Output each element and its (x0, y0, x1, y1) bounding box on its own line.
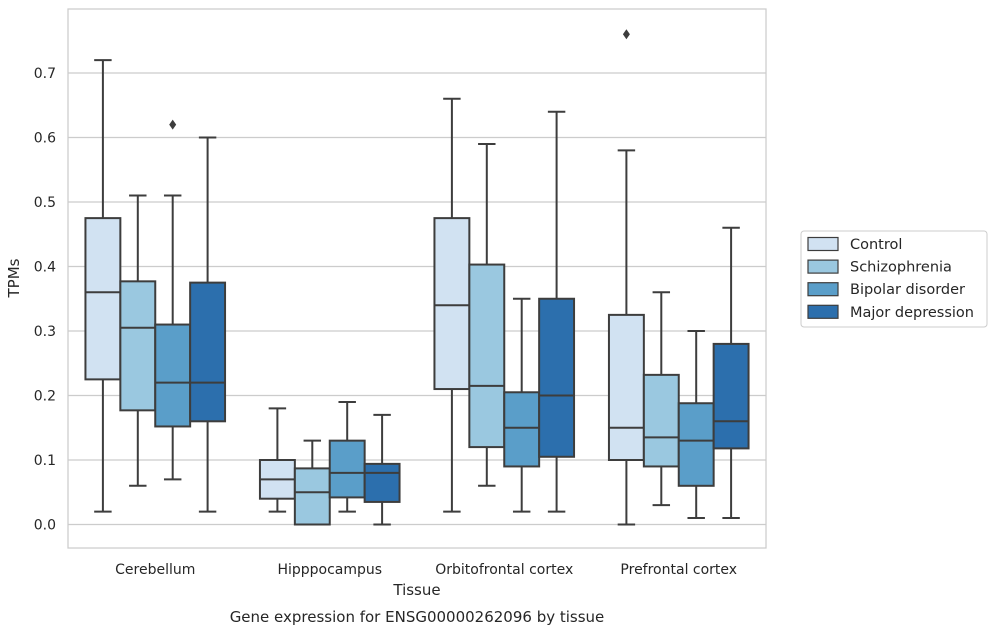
x-axis-title: Tissue (392, 581, 440, 599)
y-axis-title: TPMs (5, 258, 23, 298)
y-tick-label: 0.1 (34, 453, 56, 469)
box-body (293, 467, 331, 526)
box-hipppocampus-schizophrenia (293, 439, 331, 526)
legend-swatch (807, 304, 839, 319)
box-groups (84, 29, 750, 526)
box-cerebellum-bipolar-disorder (154, 119, 192, 481)
chart-caption: Gene expression for ENSG00000262096 by t… (230, 608, 605, 626)
y-tick-label: 0.2 (34, 389, 56, 405)
box-cerebellum-schizophrenia (119, 194, 157, 487)
box-body (712, 342, 750, 450)
x-tick-label: Cerebellum (115, 562, 195, 578)
box-body (119, 280, 157, 412)
box-body (607, 313, 645, 461)
box-hipppocampus-major-depression (363, 413, 401, 526)
legend-swatch (807, 259, 839, 274)
legend-label: Schizophrenia (850, 260, 952, 276)
legend-swatch (807, 282, 839, 297)
y-axis-ticks: 0.0 0.1 0.2 0.3 0.4 0.5 0.6 0.7 (34, 66, 56, 534)
legend: Control Schizophrenia Bipolar disorder Majo… (800, 230, 988, 328)
box-body (84, 217, 122, 381)
legend-frame (800, 230, 988, 328)
box-body (503, 391, 541, 468)
box-cerebellum-major-depression (189, 136, 227, 513)
y-tick-label: 0.6 (34, 131, 56, 147)
y-tick-label: 0.7 (34, 66, 56, 82)
legend-swatch (807, 236, 839, 252)
x-tick-label: Orbitofrontal cortex (435, 562, 573, 578)
outlier-point (169, 119, 177, 130)
y-tick-label: 0.0 (34, 518, 56, 534)
box-prefrontal-cortex-control (607, 29, 645, 526)
x-tick-label: Hipppocampus (277, 562, 382, 578)
box-body (433, 217, 471, 391)
box-prefrontal-cortex-schizophrenia (642, 291, 680, 507)
box-body (677, 402, 715, 487)
x-axis-ticks: Cerebellum Hipppocampus Orbitofrontal cort… (115, 562, 737, 578)
box-cerebellum-control (84, 59, 122, 513)
y-tick-label: 0.3 (34, 324, 56, 340)
box-body (363, 462, 401, 503)
x-tick-label: Prefrontal cortex (620, 562, 737, 578)
legend-label: Bipolar disorder (850, 282, 965, 298)
box-orbitofrontal-cortex-control (433, 97, 471, 513)
box-hipppocampus-control (258, 407, 296, 513)
box-orbitofrontal-cortex-schizophrenia (468, 142, 506, 487)
box-prefrontal-cortex-bipolar-disorder (677, 330, 715, 520)
box-body (154, 323, 192, 428)
y-tick-label: 0.4 (34, 260, 56, 276)
box-body (538, 297, 576, 458)
box-prefrontal-cortex-major-depression (712, 226, 750, 520)
legend-label: Control (850, 237, 902, 253)
box-body (642, 373, 680, 468)
box-body (189, 281, 227, 423)
plot-frame (67, 8, 767, 549)
box-body (468, 263, 506, 449)
box-orbitofrontal-cortex-major-depression (538, 110, 576, 513)
box-body (328, 439, 366, 499)
outlier-point (622, 29, 630, 40)
legend-label: Major depression (850, 305, 974, 321)
y-tick-label: 0.5 (34, 195, 56, 211)
